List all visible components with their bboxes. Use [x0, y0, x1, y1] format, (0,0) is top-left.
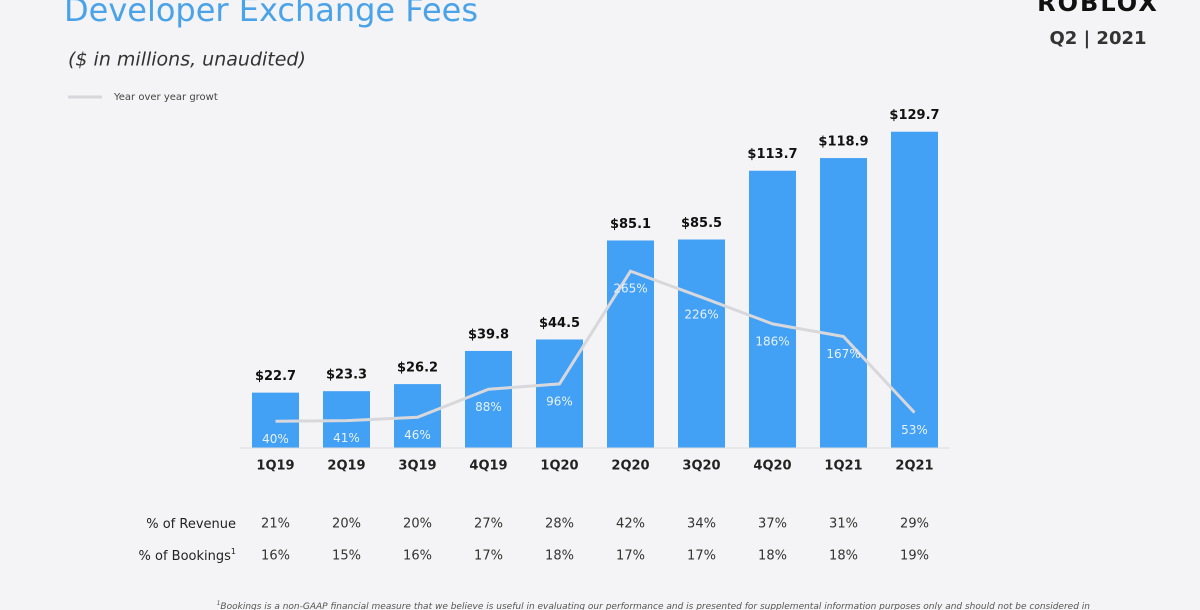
- growth-line: [275, 269, 916, 423]
- bar: [891, 131, 938, 448]
- row-cell: 34%: [687, 517, 716, 532]
- value-label: $39.8: [468, 327, 509, 342]
- value-label: $26.2: [397, 361, 438, 376]
- bar: [678, 239, 725, 448]
- row-cell: 16%: [261, 549, 290, 564]
- row-label-note: 1: [231, 547, 236, 556]
- row-label: % of Bookings1: [139, 547, 236, 564]
- x-tick-label: 1Q19: [256, 459, 294, 474]
- x-tick-label: 2Q21: [895, 459, 933, 474]
- bar: [607, 240, 654, 448]
- growth-label: 186%: [755, 334, 789, 348]
- row-cell: 27%: [474, 517, 503, 532]
- bar: [749, 170, 796, 448]
- row-cell: 20%: [332, 517, 361, 532]
- growth-label: 226%: [684, 308, 718, 322]
- row-cell: 37%: [758, 517, 787, 532]
- x-tick-label: 2Q19: [327, 459, 365, 474]
- row-label: % of Revenue: [146, 517, 236, 532]
- row-cell: 18%: [829, 549, 858, 564]
- growth-label: 46%: [404, 428, 431, 442]
- bar: [465, 350, 512, 448]
- x-tick-label: 2Q20: [611, 459, 649, 474]
- value-label: $23.3: [326, 368, 367, 383]
- row-label-text: % of Revenue: [146, 517, 236, 532]
- row-label-text: % of Bookings: [139, 549, 232, 564]
- value-label: $85.5: [681, 216, 722, 231]
- row-cell: 17%: [616, 549, 645, 564]
- legend-label: Year over year growt: [113, 92, 218, 103]
- row-cell: 31%: [829, 517, 858, 532]
- row-cell: 17%: [474, 549, 503, 564]
- growth-label: 265%: [613, 282, 647, 296]
- chart-subtitle: ($ in millions, unaudited): [68, 49, 306, 71]
- footnote-mark: 1: [217, 600, 221, 607]
- value-label: $44.5: [539, 316, 580, 331]
- growth-label: 41%: [333, 431, 360, 445]
- row-cell: 29%: [900, 517, 929, 532]
- row-cell: 15%: [332, 549, 361, 564]
- value-label: $22.7: [255, 369, 296, 384]
- value-label: $113.7: [747, 147, 797, 162]
- row-cell: 21%: [261, 517, 290, 532]
- footnote-text: Bookings is a non-GAAP financial measure…: [220, 602, 1090, 610]
- row-cell: 42%: [616, 517, 645, 532]
- row-cell: 17%: [687, 549, 716, 564]
- growth-label: 167%: [826, 347, 860, 361]
- x-tick-label: 1Q20: [540, 459, 578, 474]
- value-label: $118.9: [818, 135, 868, 150]
- row-cell: 18%: [545, 549, 574, 564]
- footnote: 1Bookings is a non-GAAP financial measur…: [217, 600, 1091, 610]
- x-tick-label: 4Q20: [753, 459, 791, 474]
- row-cell: 28%: [545, 517, 574, 532]
- x-tick-label: 4Q19: [469, 459, 507, 474]
- row-cell: 19%: [900, 549, 929, 564]
- value-label: $129.7: [889, 108, 939, 123]
- chart-title: Developer Exchange Fees: [64, 0, 478, 29]
- x-tick-label: 3Q20: [682, 459, 720, 474]
- growth-label: 96%: [546, 394, 573, 408]
- growth-label: 40%: [262, 432, 289, 446]
- x-tick-label: 3Q19: [398, 459, 436, 474]
- value-label: $85.1: [610, 217, 651, 232]
- growth-label: 88%: [475, 400, 502, 414]
- period: Q2 | 2021: [1049, 28, 1146, 49]
- logo: ROBLOX: [1037, 0, 1159, 17]
- row-cell: 16%: [403, 549, 432, 564]
- row-cell: 18%: [758, 549, 787, 564]
- bar: [820, 158, 867, 448]
- row-cell: 20%: [403, 517, 432, 532]
- x-tick-label: 1Q21: [824, 459, 862, 474]
- growth-label: 53%: [901, 423, 928, 437]
